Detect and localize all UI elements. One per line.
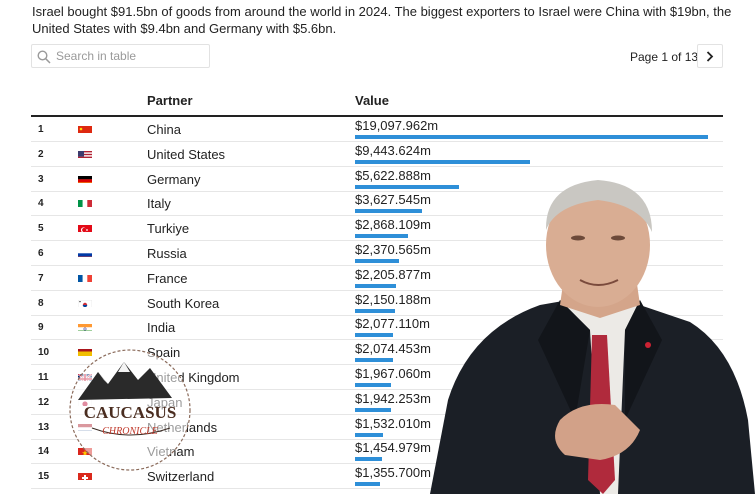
table-row[interactable]: 2 United States $9,443.624m	[31, 142, 723, 167]
watermark-logo	[69, 349, 191, 471]
table-row[interactable]: 4 Italy $3,627.545m	[31, 191, 723, 217]
row-value: $2,150.188m	[355, 291, 431, 307]
row-partner: Germany	[147, 171, 201, 187]
person-photo	[430, 180, 755, 494]
row-partner: Russia	[147, 246, 187, 261]
flag-spain-icon	[78, 346, 92, 357]
row-value-bar	[355, 209, 422, 214]
row-partner: France	[147, 270, 188, 286]
flag-china-icon	[78, 123, 92, 133]
table-row[interactable]: 15 Switzerland $1,355.700m	[31, 464, 723, 490]
row-rank: 1	[38, 124, 44, 135]
table-row[interactable]: 3 Germany $5,622.888m	[31, 167, 723, 192]
row-rank: 15	[38, 471, 50, 483]
flag-switzerland-icon	[78, 470, 92, 481]
row-partner: South Korea	[147, 295, 220, 311]
row-rank: 13	[38, 421, 50, 433]
row-partner: United States	[147, 146, 226, 162]
row-partner: Turkiye	[147, 221, 190, 237]
chevron-right-icon	[706, 51, 714, 62]
row-value-bar	[355, 482, 380, 487]
row-value: $1,942.253m	[355, 390, 431, 406]
table-row[interactable]: 1 China $19,097.962m	[31, 117, 723, 142]
column-header-value[interactable]: Value	[355, 93, 389, 108]
page-indicator: Page 1 of 13	[630, 50, 699, 64]
row-value: $1,532.010m	[355, 415, 431, 431]
header-divider	[31, 115, 723, 117]
row-value: $2,074.453m	[355, 341, 431, 357]
row-rank: 3	[38, 173, 44, 185]
row-value-bar	[355, 358, 393, 363]
row-rank: 2	[38, 148, 44, 160]
flag-india-icon	[78, 321, 92, 332]
row-rank: 4	[38, 198, 44, 210]
row-value-bar	[355, 383, 391, 387]
row-value: $2,370.565m	[355, 242, 431, 257]
flag-turkiye-icon	[78, 222, 92, 233]
row-value: $1,967.060m	[355, 366, 431, 381]
row-value-bar	[355, 135, 708, 139]
row-value-bar	[355, 432, 383, 437]
row-rank: 8	[38, 297, 44, 309]
row-value-bar	[355, 159, 530, 164]
row-value: $1,355.700m	[355, 465, 431, 481]
row-partner: China	[147, 122, 181, 137]
table-row[interactable]: 8 South Korea $2,150.188m	[31, 291, 723, 316]
row-value-bar	[355, 234, 408, 239]
flag-russia-icon	[78, 247, 92, 257]
row-rank: 7	[38, 272, 44, 284]
row-value-bar	[355, 457, 382, 462]
row-partner: Switzerland	[147, 469, 215, 485]
search-box[interactable]	[31, 44, 210, 68]
table-description: Israel bought $91.5bn of goods from arou…	[32, 4, 732, 36]
table-row[interactable]: 10 Spain $2,074.453m	[31, 340, 723, 366]
row-partner: India	[147, 320, 176, 336]
table-row[interactable]: 7 France $2,205.877m	[31, 266, 723, 291]
table-row[interactable]: 6 Russia $2,370.565m	[31, 241, 723, 266]
row-value: $1,454.979m	[355, 440, 431, 456]
table-row[interactable]: 5 Turkiye $2,868.109m	[31, 216, 723, 242]
row-value: $19,097.962m	[355, 118, 439, 133]
row-value-bar	[355, 259, 399, 263]
flag-vietnam-icon	[78, 445, 92, 456]
flag-united-states-icon	[78, 148, 92, 158]
row-value-bar	[355, 184, 459, 189]
row-partner: Italy	[147, 196, 171, 212]
flag-italy-icon	[78, 197, 92, 208]
flag-germany-icon	[78, 173, 92, 183]
row-value: $2,205.877m	[355, 266, 431, 282]
flag-south-korea-icon	[78, 297, 92, 307]
row-value: $2,868.109m	[355, 217, 431, 233]
watermark-title: CAUCASUS	[84, 403, 177, 422]
row-value: $2,077.110m	[355, 316, 430, 332]
row-rank: 11	[38, 372, 49, 383]
next-page-button[interactable]	[697, 44, 723, 68]
search-input[interactable]	[56, 47, 206, 65]
row-rank: 12	[38, 396, 50, 408]
table-row[interactable]: 9 India $2,077.110m	[31, 315, 723, 341]
row-value-bar	[355, 283, 396, 288]
row-rank: 5	[38, 223, 44, 235]
row-value: $9,443.624m	[355, 142, 431, 158]
row-value: $3,627.545m	[355, 192, 431, 208]
row-rank: 10	[38, 347, 50, 359]
row-rank: 9	[38, 322, 44, 334]
row-rank: 6	[38, 248, 44, 259]
row-value-bar	[355, 407, 391, 412]
search-icon	[37, 50, 51, 64]
watermark-subtitle: CHRONICLE	[102, 426, 158, 437]
column-header-partner[interactable]: Partner	[147, 93, 193, 108]
flag-france-icon	[78, 272, 92, 282]
row-value: $5,622.888m	[355, 167, 431, 183]
row-value-bar	[355, 308, 395, 313]
row-rank: 14	[38, 446, 50, 458]
row-value-bar	[355, 333, 393, 338]
